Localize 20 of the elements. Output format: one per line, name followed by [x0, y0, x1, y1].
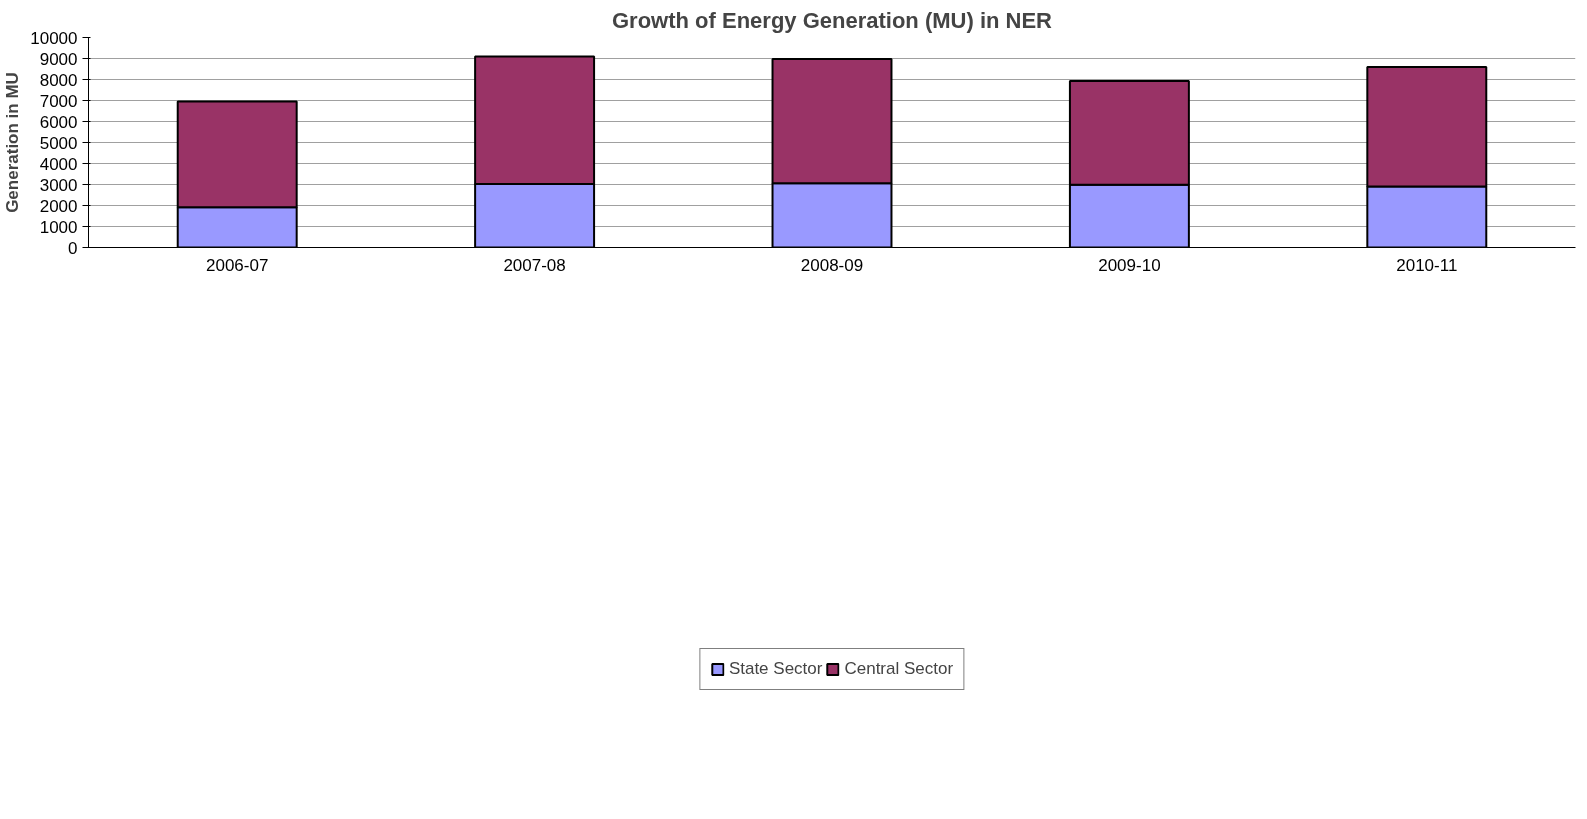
- chart-title: Growth of Energy Generation (MU) in NER: [611, 7, 1053, 33]
- x-tick-label: 2010-11: [1396, 255, 1458, 275]
- x-tick-label: 2009-10: [1098, 255, 1161, 275]
- y-tick-label: 3000: [39, 175, 78, 195]
- y-tick-label: 2000: [39, 196, 78, 216]
- y-tick-label: 0: [68, 238, 78, 258]
- y-tick-label: 8000: [39, 70, 78, 90]
- legend-label: Central Sector: [844, 659, 954, 679]
- y-tick-label: 7000: [39, 91, 78, 111]
- x-tick-label: 2006-07: [206, 255, 269, 275]
- y-tick-label: 6000: [39, 112, 78, 132]
- y-tick-label: 9000: [39, 49, 78, 69]
- legend-label: State Sector: [728, 659, 823, 679]
- x-tick-label: 2008-09: [800, 255, 864, 275]
- y-tick-label: 1000: [39, 217, 78, 237]
- y-tick-label: 10000: [30, 28, 78, 48]
- x-tick-label: 2007-08: [503, 255, 566, 275]
- y-tick-label: 4000: [39, 154, 78, 174]
- y-axis-title: Generation in MU: [3, 72, 23, 213]
- y-tick-label: 5000: [39, 133, 78, 153]
